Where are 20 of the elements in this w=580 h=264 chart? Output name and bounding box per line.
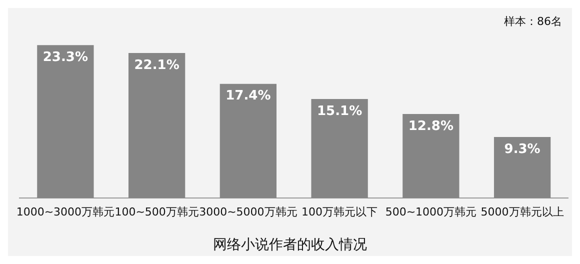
data-label: 22.1% (134, 58, 180, 73)
bar (37, 45, 94, 198)
bar (220, 84, 277, 198)
data-label: 17.4% (226, 88, 271, 104)
bar (494, 136, 551, 198)
bar (402, 114, 460, 198)
x-tick-label: 3000~5000万韩元 (199, 205, 298, 218)
x-tick-label: 100万韩元以下 (302, 205, 378, 218)
data-label: 12.8% (408, 118, 454, 134)
bar (311, 98, 368, 198)
text: 样本：86名 (504, 14, 562, 29)
x-tick-label: 5000万韩元以上 (480, 205, 564, 218)
data-label: 15.1% (317, 104, 362, 119)
x-tick-label: 1000~3000万韩元 (16, 205, 115, 218)
x-tick-label: 100~500万韩元 (114, 205, 199, 218)
data-label: 23.3% (42, 50, 88, 66)
text: 网络小说作者的收入情况 (213, 237, 367, 254)
data-label: 9.3% (504, 142, 540, 157)
x-tick-label: 500~1000万韩元 (385, 205, 477, 218)
bar (128, 53, 186, 198)
